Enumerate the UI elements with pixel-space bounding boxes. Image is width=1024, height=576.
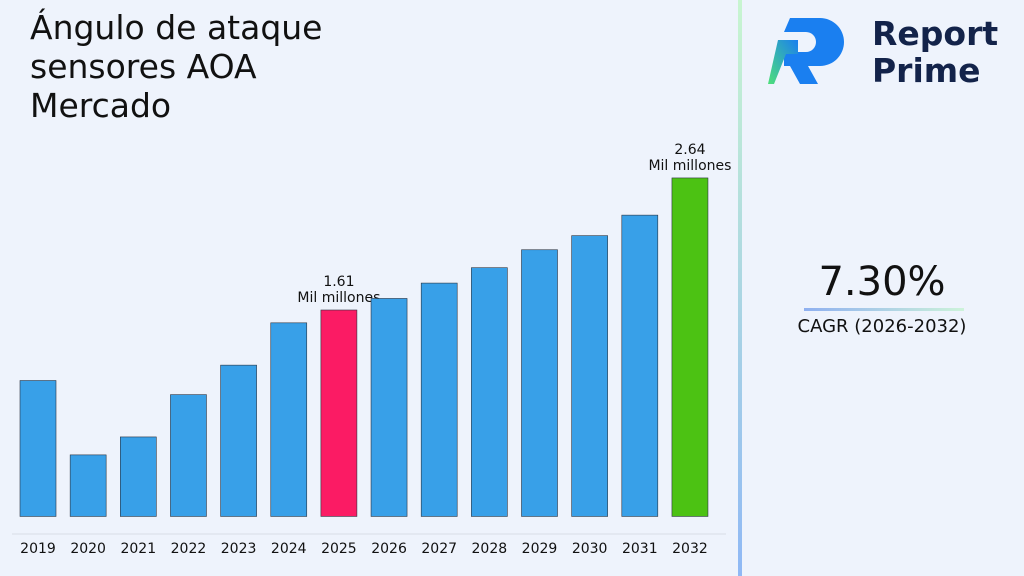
x-tick-label: 2025: [321, 541, 357, 557]
x-tick-label: 2027: [421, 541, 457, 557]
bar: [69, 454, 107, 517]
underline: [804, 308, 964, 311]
bar: [671, 177, 709, 517]
value-label-line: Mil millones: [648, 158, 731, 174]
bar: [370, 298, 408, 517]
bar: [521, 249, 558, 517]
bar: [120, 436, 157, 517]
value-label-line: 1.61: [323, 274, 354, 290]
bar: [320, 309, 358, 517]
x-tick-label: 2028: [472, 541, 508, 557]
x-tick-label: 2031: [622, 541, 658, 557]
bar: [471, 267, 508, 517]
logo: Report Prime: [768, 14, 998, 90]
logo-text: Report: [872, 14, 998, 53]
x-tick-label: 2032: [672, 541, 708, 557]
bar: [19, 380, 57, 517]
bar: [420, 282, 458, 517]
chart-title: Ángulo de ataque sensores AOA Mercado: [30, 8, 323, 125]
value-label-line: Mil millones: [297, 290, 380, 306]
logo-text: Prime: [872, 51, 981, 90]
bar: [571, 235, 608, 517]
x-tick-label: 2020: [70, 541, 106, 557]
divider: [738, 0, 742, 576]
x-tick-label: 2021: [120, 541, 156, 557]
bar: [621, 214, 659, 517]
x-tick-label: 2024: [271, 541, 307, 557]
x-tick-label: 2026: [371, 541, 407, 557]
x-tick-label: 2030: [572, 541, 608, 557]
x-tick-label: 2022: [171, 541, 207, 557]
bar: [270, 322, 308, 517]
x-tick-label: 2029: [522, 541, 558, 557]
x-tick-label: 2023: [221, 541, 257, 557]
x-tick-label: 2019: [20, 541, 56, 557]
value-label: 2.64 Mil millones: [648, 142, 731, 174]
cagr-value: 7.30%: [818, 259, 945, 305]
value-label-line: 2.64: [674, 142, 705, 158]
bar: [220, 364, 257, 517]
bar: [170, 394, 207, 517]
cagr-label: CAGR (2026-2032): [798, 316, 967, 337]
value-label: 1.61 Mil millones: [297, 274, 380, 306]
